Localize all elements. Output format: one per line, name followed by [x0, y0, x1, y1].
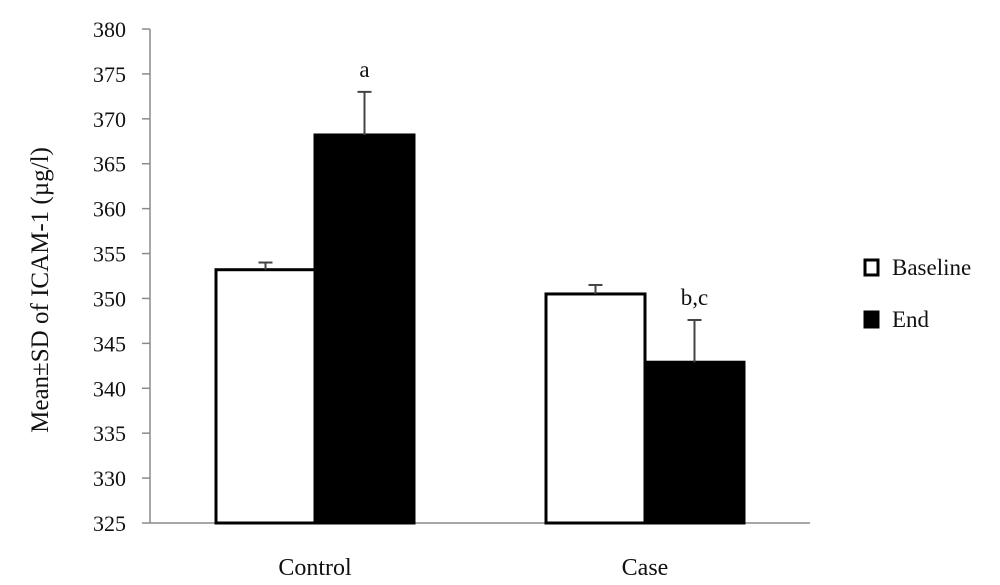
y-tick-label: 355: [93, 242, 126, 267]
x-category-label: Case: [622, 555, 669, 581]
annotations: a b,c: [359, 57, 708, 310]
bar-baseline-control: [214, 268, 317, 525]
y-axis-label: Mean±SD of ICAM-1 (µg/l): [27, 147, 54, 433]
y-tick-label: 350: [93, 286, 126, 311]
significance-annotation: b,c: [681, 285, 708, 310]
y-tick-label: 335: [93, 421, 126, 446]
y-tick-label: 380: [93, 17, 126, 42]
bar-baseline-case: [544, 292, 647, 525]
significance-annotation: a: [359, 57, 369, 82]
y-tick-label: 325: [93, 511, 126, 536]
y-tick-label: 360: [93, 197, 126, 222]
y-axis: 325 330 335 340 345 350 355 360 365 370 375 380: [93, 17, 151, 536]
y-tick-label: 340: [93, 376, 126, 401]
legend-label-baseline: Baseline: [892, 255, 971, 280]
legend-swatch-end: [863, 310, 880, 329]
y-tick-label: 370: [93, 107, 126, 132]
x-category-label: Control: [278, 555, 352, 581]
error-bars: [258, 90, 702, 363]
bar-end-case: [643, 360, 746, 525]
y-tick-label: 330: [93, 466, 126, 491]
legend-label-end: End: [892, 307, 930, 332]
legend: Baseline End: [863, 255, 971, 332]
bar-end-control: [313, 133, 416, 525]
y-tick-label: 365: [93, 152, 126, 177]
y-tick-label: 375: [93, 62, 126, 87]
bars: [214, 133, 746, 525]
x-axis: Control Case: [150, 522, 810, 581]
y-tick-label: 345: [93, 331, 126, 356]
legend-swatch-baseline: [863, 258, 880, 277]
